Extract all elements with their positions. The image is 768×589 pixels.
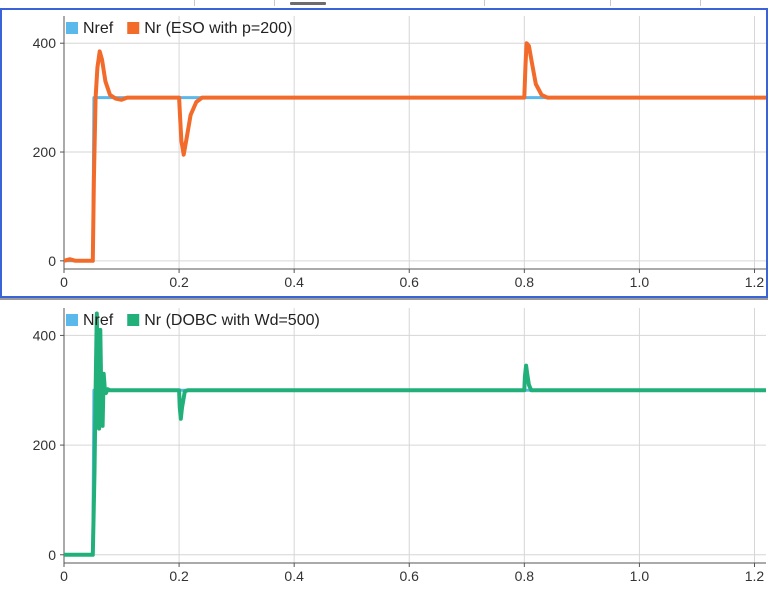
x-tick-label: 0.2 xyxy=(169,568,189,584)
toolbar-separator xyxy=(610,0,611,6)
x-tick-label: 0.6 xyxy=(400,274,420,290)
x-tick-label: 1.0 xyxy=(630,274,650,290)
y-tick-label: 0 xyxy=(48,253,56,269)
series-nr-line xyxy=(64,311,766,557)
x-tick-label: 0.8 xyxy=(515,274,535,290)
y-tick-label: 400 xyxy=(33,35,57,51)
legend-swatch xyxy=(127,22,140,34)
x-tick-label: 1.0 xyxy=(630,568,650,584)
legend-swatch xyxy=(127,314,140,326)
toolbar-separator xyxy=(274,0,275,6)
series-nr-line xyxy=(64,41,766,263)
x-tick-label: 0.8 xyxy=(515,568,535,584)
resize-grip[interactable] xyxy=(290,2,326,5)
x-tick-label: 0 xyxy=(60,274,68,290)
x-tick-label: 1.2 xyxy=(745,568,765,584)
toolbar-separator xyxy=(700,0,701,6)
legend-label: Nr (ESO with p=200) xyxy=(144,20,292,37)
series-nref-line xyxy=(64,388,766,557)
y-tick-label: 400 xyxy=(33,327,57,343)
panel-divider[interactable] xyxy=(0,298,768,300)
toolbar-separator xyxy=(484,0,485,6)
x-tick-label: 0.4 xyxy=(284,274,304,290)
x-tick-label: 0.4 xyxy=(284,568,304,584)
scope-panel-dobc[interactable]: 0 0.2 0.4 0.6 0.8 1.0 1.2 0 200 400 Nref Nr (DOBC w… xyxy=(0,298,768,589)
legend-label: Nr (DOBC with Wd=500) xyxy=(144,312,320,329)
y-tick-label: 200 xyxy=(33,437,57,453)
x-tick-label: 0.2 xyxy=(169,274,189,290)
legend-label: Nref xyxy=(83,312,114,329)
x-tick-label: 1.2 xyxy=(745,274,765,290)
legend-swatch xyxy=(66,22,78,34)
x-tick-label: 0 xyxy=(60,568,68,584)
y-tick-label: 200 xyxy=(33,144,57,160)
legend-swatch xyxy=(66,314,78,326)
chart-eso: 0 0.2 0.4 0.6 0.8 1.0 1.2 0 200 400 Nref Nr (ESO wi… xyxy=(33,16,766,290)
toolbar-separator xyxy=(194,0,195,6)
chart-dobc: 0 0.2 0.4 0.6 0.8 1.0 1.2 0 200 400 Nref Nr (DOBC w… xyxy=(33,308,766,584)
series-nref-line xyxy=(64,96,766,263)
legend-label: Nref xyxy=(83,20,114,37)
scope-panel-eso[interactable]: 0 0.2 0.4 0.6 0.8 1.0 1.2 0 200 400 Nref Nr (ESO wi… xyxy=(0,8,768,298)
top-toolbar-strip xyxy=(0,0,768,8)
y-tick-label: 0 xyxy=(48,547,56,563)
x-tick-label: 0.6 xyxy=(400,568,420,584)
